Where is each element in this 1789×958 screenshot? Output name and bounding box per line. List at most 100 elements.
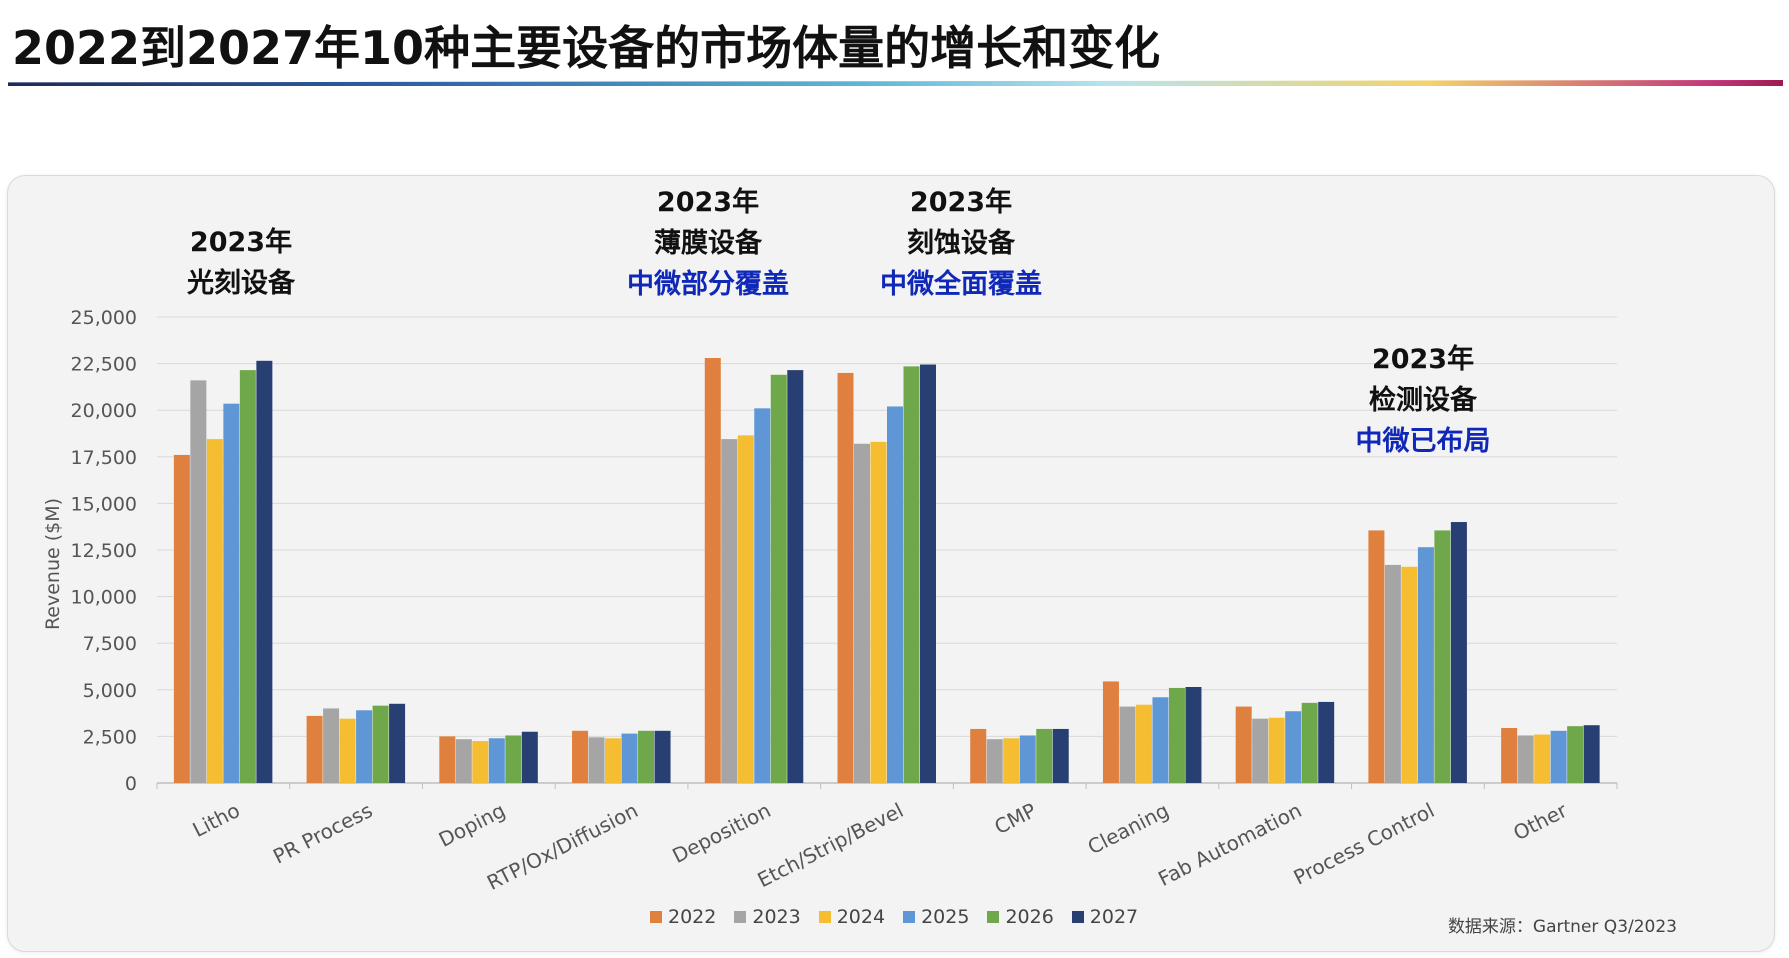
legend-swatch <box>987 911 1000 923</box>
bar-2024 <box>1401 566 1418 783</box>
bar-2023 <box>455 739 472 783</box>
x-tick-label: Process Control <box>1290 798 1439 890</box>
bar-2023 <box>721 439 738 783</box>
bar-2026 <box>239 370 256 783</box>
bar-2026 <box>1036 728 1053 783</box>
bar-2026 <box>372 705 389 783</box>
y-tick-label: 15,000 <box>71 493 137 515</box>
legend-item: 2027 <box>1071 906 1139 928</box>
bar-2025 <box>754 408 771 783</box>
legend-swatch <box>1071 911 1084 923</box>
bar-2026 <box>1168 687 1185 783</box>
bar-2022 <box>837 372 854 783</box>
legend-item: 2025 <box>903 906 969 928</box>
y-axis-label: Revenue ($M) <box>42 498 64 630</box>
bar-2024 <box>1135 704 1152 783</box>
bar-2023 <box>986 739 1003 783</box>
annotation-year: 2023年 <box>1371 344 1475 375</box>
legend-swatch <box>818 911 831 923</box>
bar-2027 <box>654 730 671 783</box>
bar-2024 <box>1268 717 1285 783</box>
bar-2024 <box>870 441 887 783</box>
bar-2025 <box>621 733 638 783</box>
bar-2025 <box>1019 735 1036 783</box>
bar-2022 <box>704 358 721 783</box>
legend-item: 2024 <box>818 906 886 928</box>
y-tick-label: 17,500 <box>71 447 137 469</box>
y-tick-label: 5,000 <box>83 680 137 702</box>
bar-2022 <box>1501 728 1518 783</box>
bar-2026 <box>1301 702 1318 783</box>
annotation-litho: 2023年 光刻设备 <box>187 222 295 304</box>
x-tick-label: Other <box>1509 798 1571 846</box>
annotation-category: 检测设备 <box>1369 385 1477 416</box>
bar-2027 <box>1185 687 1202 783</box>
legend-item: 2022 <box>650 906 716 928</box>
bar-2027 <box>1052 728 1069 783</box>
bar-2024 <box>1534 734 1551 783</box>
x-tick-label: PR Process <box>269 798 376 869</box>
bar-2023 <box>1517 735 1534 783</box>
bar-2026 <box>1567 726 1584 783</box>
bar-2024 <box>737 435 754 783</box>
bar-2027 <box>1318 701 1335 783</box>
bar-2026 <box>505 735 522 783</box>
y-tick-label: 7,500 <box>83 633 137 655</box>
bar-2025 <box>1550 730 1567 783</box>
bar-2024 <box>206 439 223 783</box>
legend-label: 2025 <box>921 906 970 928</box>
annotation-category: 薄膜设备 <box>654 228 762 259</box>
y-tick-label: 22,500 <box>71 354 137 376</box>
annotation-year: 2023年 <box>656 187 760 218</box>
bar-2023 <box>588 737 605 783</box>
bar-2022 <box>306 715 323 783</box>
y-tick-label: 20,000 <box>71 400 137 422</box>
bar-2027 <box>1583 725 1600 783</box>
bar-2027 <box>1450 522 1467 783</box>
legend-label: 2022 <box>668 906 717 928</box>
x-tick-label: Etch/Strip/Bevel <box>753 798 907 892</box>
page-title: 2022到2027年10种主要设备的市场体量的增长和变化 <box>12 21 1161 75</box>
x-tick-label: Fab Automation <box>1154 798 1305 891</box>
bar-2022 <box>572 730 589 783</box>
bar-2025 <box>488 738 505 783</box>
bar-2022 <box>439 736 456 783</box>
annotation-category: 刻蚀设备 <box>907 228 1015 259</box>
bar-2026 <box>770 374 787 783</box>
bar-2026 <box>638 730 655 783</box>
annotation-year: 2023年 <box>189 227 293 258</box>
bar-2023 <box>190 380 207 783</box>
bar-2022 <box>1235 706 1252 783</box>
bar-2027 <box>256 360 273 783</box>
bar-2026 <box>1434 530 1451 783</box>
annotation-coverage: 中微部分覆盖 <box>627 269 789 300</box>
annotation-coverage: 中微全面覆盖 <box>880 269 1042 300</box>
chart-legend: 2022 2023 2024 2025 2026 2027 <box>650 906 1138 928</box>
bar-2022 <box>173 454 190 783</box>
legend-item: 2026 <box>987 906 1054 928</box>
x-tick-label: Cleaning <box>1084 798 1173 859</box>
bar-2025 <box>223 403 240 783</box>
bar-2027 <box>920 364 936 783</box>
bar-2027 <box>521 731 538 783</box>
annotation-category: 光刻设备 <box>187 268 295 299</box>
legend-label: 2027 <box>1089 906 1139 928</box>
y-tick-label: 12,500 <box>71 540 137 562</box>
bar-2026 <box>903 366 920 783</box>
bar-2023 <box>1384 564 1401 783</box>
bar-2022 <box>970 728 987 783</box>
x-tick-label: Doping <box>435 798 509 852</box>
data-source-note: 数据来源：Gartner Q3/2023 <box>1447 917 1677 937</box>
bar-2024 <box>605 738 622 783</box>
y-tick-label: 10,000 <box>71 587 137 609</box>
bar-2025 <box>356 710 373 783</box>
bar-2024 <box>472 741 489 783</box>
bar-2027 <box>787 370 804 783</box>
x-tick-label: Litho <box>189 798 244 842</box>
bar-2025 <box>1417 547 1434 783</box>
bar-2025 <box>1285 711 1302 783</box>
bar-2022 <box>1102 681 1119 783</box>
legend-label: 2024 <box>836 906 886 928</box>
annotation-process-control: 2023年 检测设备 中微已布局 <box>1356 339 1491 462</box>
y-tick-label: 2,500 <box>83 726 137 748</box>
